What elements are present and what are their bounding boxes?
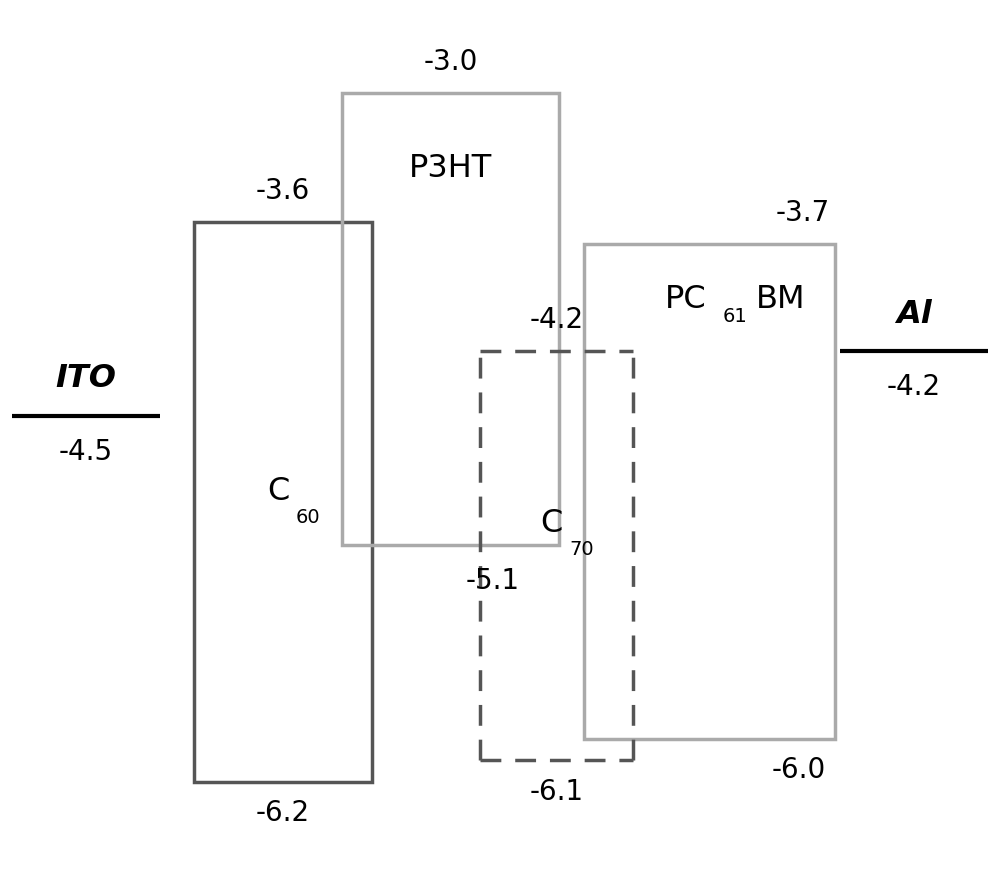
Text: 70: 70 bbox=[569, 540, 594, 559]
Bar bbox=[342, 93, 559, 545]
Text: -5.1: -5.1 bbox=[466, 567, 520, 595]
Text: BM: BM bbox=[756, 284, 805, 315]
Text: -4.2: -4.2 bbox=[530, 306, 584, 334]
Text: -3.0: -3.0 bbox=[424, 48, 478, 76]
Text: -6.2: -6.2 bbox=[256, 799, 310, 827]
Text: 61: 61 bbox=[722, 307, 747, 326]
Text: -3.6: -3.6 bbox=[256, 177, 310, 205]
Text: -6.1: -6.1 bbox=[530, 778, 584, 806]
Text: C: C bbox=[267, 476, 289, 507]
Bar bbox=[584, 244, 835, 738]
Text: -4.5: -4.5 bbox=[59, 438, 113, 466]
Text: ITO: ITO bbox=[55, 363, 116, 395]
Text: PC: PC bbox=[665, 284, 707, 315]
Text: 60: 60 bbox=[295, 507, 320, 527]
Text: -4.2: -4.2 bbox=[887, 373, 941, 401]
Text: -6.0: -6.0 bbox=[771, 756, 825, 784]
Bar bbox=[194, 222, 372, 782]
Text: Al: Al bbox=[896, 299, 932, 330]
Text: -3.7: -3.7 bbox=[776, 199, 830, 227]
Text: C: C bbox=[541, 508, 563, 539]
Text: P3HT: P3HT bbox=[409, 153, 492, 185]
